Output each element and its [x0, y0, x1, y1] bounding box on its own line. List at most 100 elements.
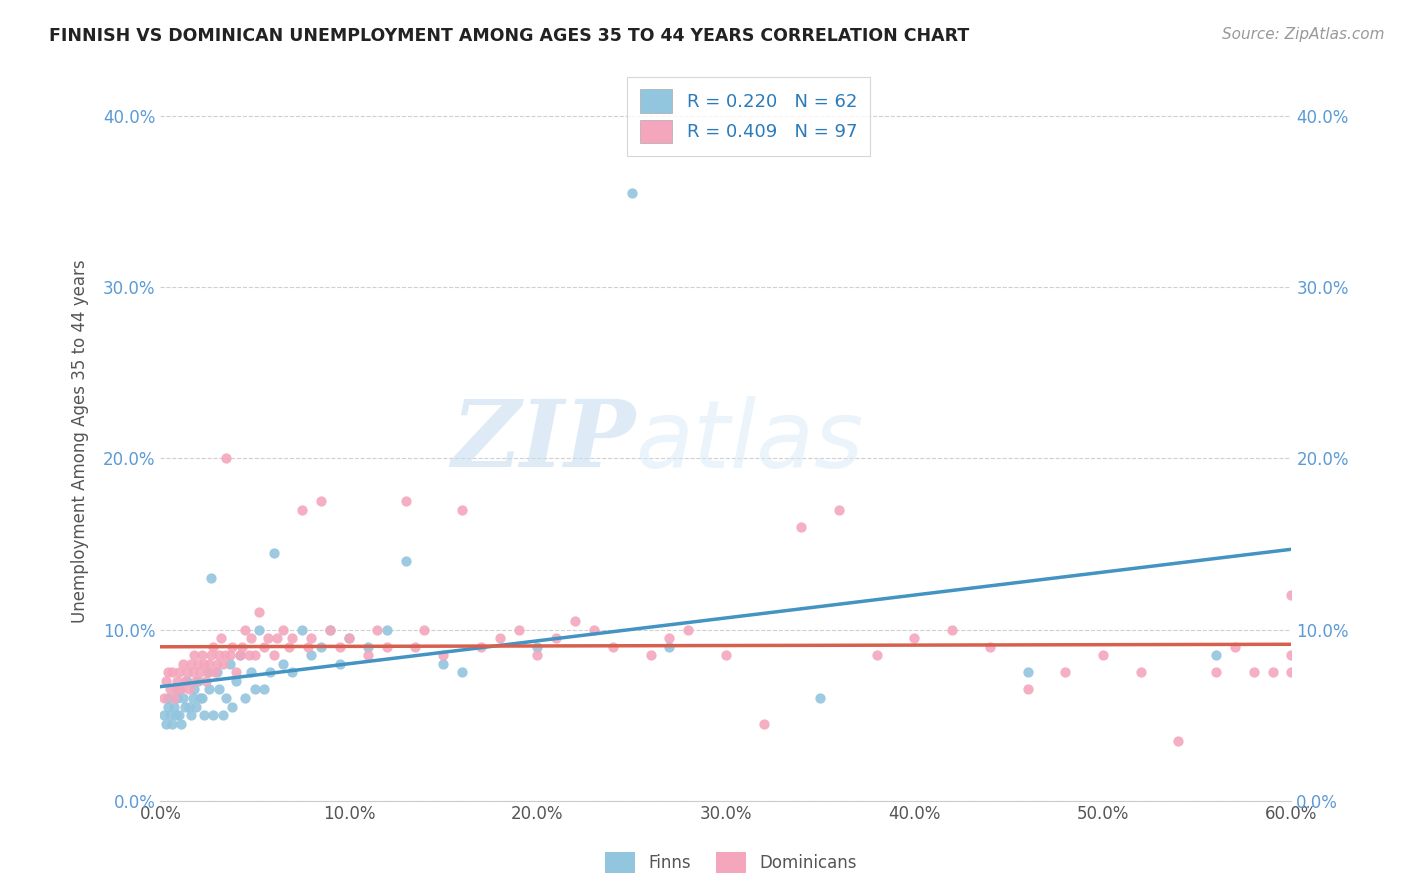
Point	[205, 665, 228, 680]
Point	[191, 648, 214, 663]
Text: atlas: atlas	[636, 396, 863, 487]
Point	[157, 690, 180, 705]
Point	[188, 690, 211, 705]
Point	[187, 657, 209, 671]
Point	[159, 708, 181, 723]
Point	[159, 682, 181, 697]
Point	[193, 657, 215, 671]
Point	[183, 682, 205, 697]
Point	[194, 673, 217, 688]
Point	[299, 631, 322, 645]
Point	[404, 640, 426, 654]
Legend: Finns, Dominicans: Finns, Dominicans	[599, 846, 863, 880]
Point	[828, 503, 851, 517]
Point	[177, 699, 200, 714]
Point	[291, 503, 314, 517]
Point	[620, 186, 643, 201]
Point	[219, 648, 242, 663]
Point	[263, 648, 285, 663]
Point	[202, 640, 225, 654]
Point	[233, 690, 256, 705]
Point	[193, 708, 215, 723]
Point	[752, 716, 775, 731]
Point	[277, 640, 299, 654]
Point	[714, 648, 737, 663]
Point	[488, 631, 510, 645]
Point	[215, 690, 238, 705]
Point	[1129, 665, 1152, 680]
Point	[329, 657, 352, 671]
Point	[174, 699, 197, 714]
Point	[157, 665, 180, 680]
Point	[602, 640, 624, 654]
Point	[157, 699, 180, 714]
Point	[163, 699, 186, 714]
Point	[253, 640, 276, 654]
Point	[177, 682, 200, 697]
Point	[208, 648, 231, 663]
Point	[231, 640, 253, 654]
Point	[413, 623, 436, 637]
Point	[658, 631, 681, 645]
Point	[266, 631, 288, 645]
Point	[281, 665, 304, 680]
Point	[200, 648, 222, 663]
Point	[526, 648, 548, 663]
Point	[319, 623, 342, 637]
Point	[903, 631, 925, 645]
Point	[375, 640, 398, 654]
Point	[451, 665, 474, 680]
Point	[1281, 648, 1303, 663]
Point	[211, 708, 233, 723]
Point	[165, 682, 187, 697]
Point	[166, 690, 188, 705]
Point	[174, 673, 197, 688]
Point	[211, 657, 233, 671]
Point	[432, 657, 454, 671]
Point	[205, 657, 228, 671]
Point	[228, 648, 250, 663]
Point	[470, 640, 492, 654]
Point	[790, 520, 813, 534]
Point	[183, 648, 205, 663]
Point	[209, 631, 232, 645]
Point	[582, 623, 605, 637]
Point	[271, 623, 294, 637]
Point	[546, 631, 568, 645]
Text: ZIP: ZIP	[451, 396, 636, 486]
Point	[1017, 665, 1039, 680]
Point	[1261, 665, 1284, 680]
Point	[200, 571, 222, 585]
Point	[239, 631, 262, 645]
Point	[198, 682, 221, 697]
Point	[191, 690, 214, 705]
Point	[658, 640, 681, 654]
Point	[299, 648, 322, 663]
Point	[233, 623, 256, 637]
Point	[225, 665, 247, 680]
Point	[640, 648, 662, 663]
Point	[214, 648, 236, 663]
Point	[941, 623, 963, 637]
Point	[357, 648, 380, 663]
Point	[169, 682, 191, 697]
Point	[253, 682, 276, 697]
Point	[202, 708, 225, 723]
Point	[259, 665, 281, 680]
Point	[291, 623, 314, 637]
Text: FINNISH VS DOMINICAN UNEMPLOYMENT AMONG AGES 35 TO 44 YEARS CORRELATION CHART: FINNISH VS DOMINICAN UNEMPLOYMENT AMONG …	[49, 27, 970, 45]
Point	[1223, 640, 1246, 654]
Point	[1167, 733, 1189, 747]
Point	[866, 648, 889, 663]
Point	[186, 673, 208, 688]
Point	[451, 503, 474, 517]
Point	[180, 657, 202, 671]
Point	[197, 665, 219, 680]
Point	[172, 657, 194, 671]
Point	[1281, 588, 1303, 602]
Point	[170, 716, 193, 731]
Point	[180, 708, 202, 723]
Point	[238, 648, 260, 663]
Point	[204, 665, 226, 680]
Y-axis label: Unemployment Among Ages 35 to 44 years: Unemployment Among Ages 35 to 44 years	[72, 260, 89, 624]
